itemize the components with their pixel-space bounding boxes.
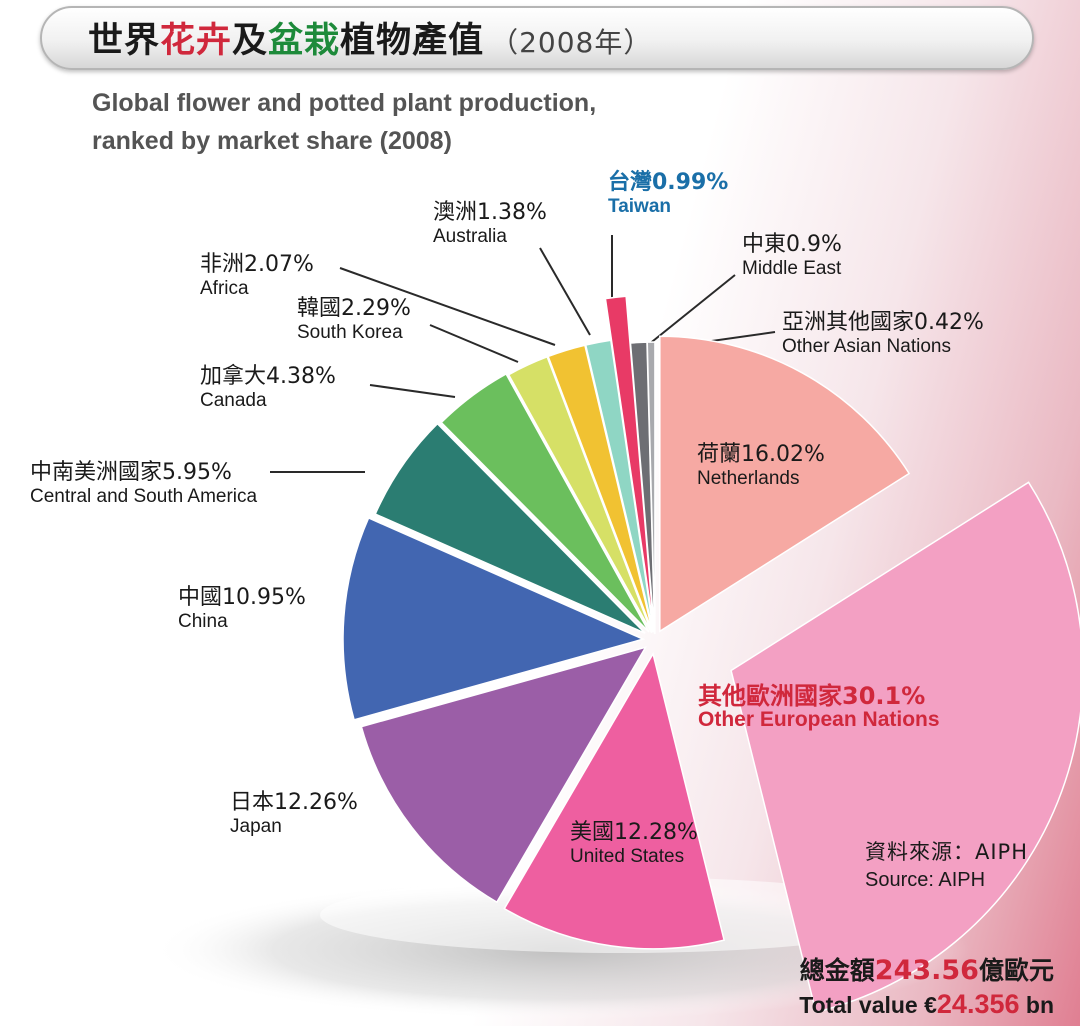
pie-slice-csamerica: [374, 422, 646, 634]
slice-label-netherlands: 荷蘭16.02% Netherlands: [697, 442, 825, 490]
slice-label-japan: 日本12.26% Japan: [230, 790, 358, 838]
pie-slice-usa: [503, 651, 726, 950]
slice-label-zh: 非洲2.07%: [200, 252, 314, 277]
slice-label-en: Other European Nations: [698, 708, 940, 731]
slice-label-en: Australia: [433, 226, 507, 247]
slice-label-zh: 加拿大4.38%: [200, 364, 336, 389]
slice-label-zh: 中國10.95%: [178, 585, 306, 610]
pie-slice-other-europe: [730, 481, 1080, 1014]
leader-line-australia: [539, 247, 591, 336]
leader-line-africa: [339, 267, 556, 346]
pie-slice-other-asia: [646, 341, 656, 635]
leader-line-korea: [429, 324, 519, 363]
total-en: Total value €24.356 bn: [799, 989, 1054, 1019]
pie-slice-canada: [440, 372, 650, 633]
slice-label-en: Canada: [200, 390, 267, 411]
slice-label-zh: 日本12.26%: [230, 790, 358, 815]
slice-label-en: Taiwan: [608, 196, 671, 217]
slice-label-zh: 澳洲1.38%: [433, 200, 547, 225]
slice-label-canada: 加拿大4.38% Canada: [200, 364, 336, 412]
slice-label-en: Middle East: [742, 258, 842, 279]
chart-subtitle: Global flower and potted plant productio…: [92, 84, 596, 160]
slice-label-en: United States: [570, 846, 685, 867]
slice-label-other-asia: 亞洲其他國家0.42% Other Asian Nations: [782, 310, 984, 358]
pie-slice-taiwan: [604, 295, 655, 631]
source-zh: 資料來源：AIPH: [865, 840, 1029, 864]
pie-slice-korea: [507, 355, 653, 634]
slice-label-zh: 其他歐洲國家30.1%: [698, 682, 926, 710]
slice-label-zh: 亞洲其他國家0.42%: [782, 310, 984, 335]
slice-label-usa: 美國12.28% United States: [570, 820, 698, 868]
slice-label-zh: 荷蘭16.02%: [697, 442, 825, 467]
slice-label-china: 中國10.95% China: [178, 585, 306, 633]
slice-label-en: Japan: [230, 816, 282, 837]
slice-label-zh: 台灣0.99%: [608, 170, 729, 195]
leader-line-middle-east: [647, 274, 736, 346]
total-zh: 總金額243.56億歐元: [799, 955, 1054, 986]
slice-label-zh: 韓國2.29%: [297, 296, 411, 321]
page-title: 世界花卉及盆栽植物產值 （2008年）: [88, 21, 653, 61]
source-note: 資料來源：AIPH Source: AIPH: [865, 838, 1028, 894]
slice-label-en: China: [178, 611, 228, 632]
slice-label-en: Africa: [200, 278, 249, 299]
slice-label-taiwan: 台灣0.99% Taiwan: [608, 170, 728, 218]
pie-slices: [342, 295, 1080, 1014]
slice-label-africa: 非洲2.07% Africa: [200, 252, 314, 300]
slice-label-other-europe: 其他歐洲國家30.1% Other European Nations: [698, 683, 940, 731]
total-value: 總金額243.56億歐元 Total value €24.356 bn: [799, 954, 1054, 1021]
slice-label-en: South Korea: [297, 322, 403, 343]
title-bar: [40, 6, 1034, 70]
slice-label-zh: 中東0.9%: [742, 232, 842, 257]
slice-label-en: Central and South America: [30, 486, 258, 507]
subtitle-line-1: Global flower and potted plant productio…: [92, 89, 597, 117]
slice-label-en: Other Asian Nations: [782, 336, 951, 357]
slice-label-middle-east: 中東0.9% Middle East: [742, 232, 842, 280]
pie-slice-japan: [360, 646, 648, 904]
leader-line-canada: [369, 384, 456, 398]
slice-label-australia: 澳洲1.38% Australia: [433, 200, 547, 248]
source-en: Source: AIPH: [865, 869, 986, 891]
slice-label-korea: 韓國2.29% South Korea: [297, 296, 411, 344]
pie-slice-china: [342, 516, 646, 721]
slice-label-en: Netherlands: [697, 468, 800, 489]
subtitle-line-2: ranked by market share (2008): [92, 127, 452, 155]
slice-label-zh: 美國12.28%: [570, 820, 698, 845]
slice-label-zh: 中南美洲國家5.95%: [30, 460, 232, 485]
pie-slice-africa: [547, 344, 654, 633]
slice-label-csamerica: 中南美洲國家5.95% Central and South America: [30, 460, 257, 508]
pie-slice-netherlands: [659, 335, 911, 633]
